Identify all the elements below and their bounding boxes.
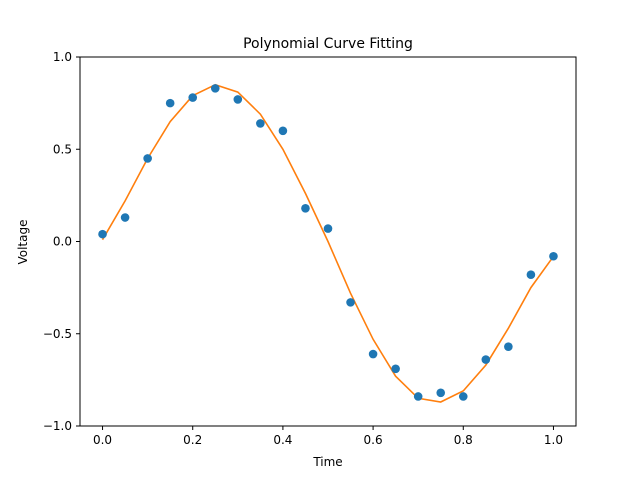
x-tick-label: 0.4 — [273, 433, 292, 447]
y-tick-label: −1.0 — [43, 419, 72, 433]
x-tick-label: 0.2 — [183, 433, 202, 447]
x-tick-label: 0.0 — [93, 433, 112, 447]
x-axis-label: Time — [312, 455, 342, 469]
data-point — [346, 298, 355, 307]
data-point — [413, 392, 423, 401]
data-point — [256, 119, 265, 128]
data-point — [165, 98, 175, 108]
data-point — [436, 388, 446, 398]
y-tick-label: 0.0 — [53, 235, 72, 249]
plot-area — [98, 83, 558, 403]
data-point — [391, 364, 400, 374]
data-point — [278, 126, 288, 136]
y-axis: −1.0 −0.5 0.0 0.5 1.0 — [43, 50, 80, 433]
y-axis-label: Voltage — [16, 219, 30, 264]
chart-title: Polynomial Curve Fitting — [243, 36, 413, 52]
data-point — [210, 84, 220, 93]
data-point — [233, 95, 243, 104]
data-point — [368, 349, 378, 359]
data-point — [188, 93, 198, 102]
x-axis: 0.0 0.2 0.4 0.6 0.8 1.0 — [93, 426, 563, 447]
data-point — [504, 342, 513, 351]
x-tick-label: 1.0 — [544, 433, 563, 447]
y-tick-label: −0.5 — [43, 327, 72, 341]
data-point — [458, 392, 468, 401]
data-point — [98, 229, 107, 239]
data-point — [481, 355, 491, 364]
fit-line — [101, 83, 555, 403]
data-point — [323, 224, 333, 233]
data-point — [549, 251, 558, 261]
x-tick-label: 0.8 — [454, 433, 473, 447]
y-tick-label: 0.5 — [53, 142, 72, 156]
data-point — [143, 154, 152, 163]
data-point — [301, 203, 310, 213]
data-point — [526, 270, 536, 280]
y-tick-label: 1.0 — [53, 50, 72, 64]
data-point — [120, 213, 130, 222]
x-tick-label: 0.6 — [364, 433, 383, 447]
